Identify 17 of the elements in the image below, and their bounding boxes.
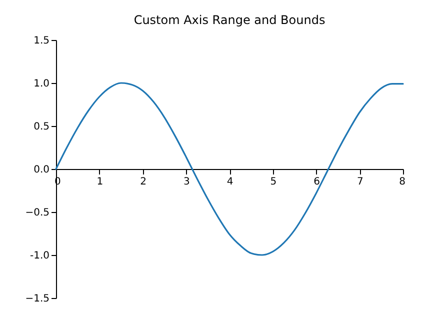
y-tick-label: -1.0 [30,250,50,262]
y-tick-label: 0.5 [34,122,50,132]
y-tick-label: 1.0 [34,78,50,90]
x-tick-label: 5 [270,176,277,188]
y-tick-label: 1.5 [34,36,50,46]
chart-title: Custom Axis Range and Bounds [134,13,326,27]
x-tick-label: 2 [140,176,146,188]
x-tick-label: 4 [226,176,234,188]
x-tick-label: 1 [96,176,104,188]
x-tick-label: 3 [183,176,190,188]
y-tick-label: −1.5 [25,294,50,304]
x-tick-label: 8 [399,176,406,188]
y-tick-label: −0.5 [25,208,50,218]
line-series [55,82,404,256]
y-tick-label: 0.0 [34,164,50,176]
x-tick-label: 6 [314,176,320,188]
x-tick-label: 7 [356,176,364,188]
